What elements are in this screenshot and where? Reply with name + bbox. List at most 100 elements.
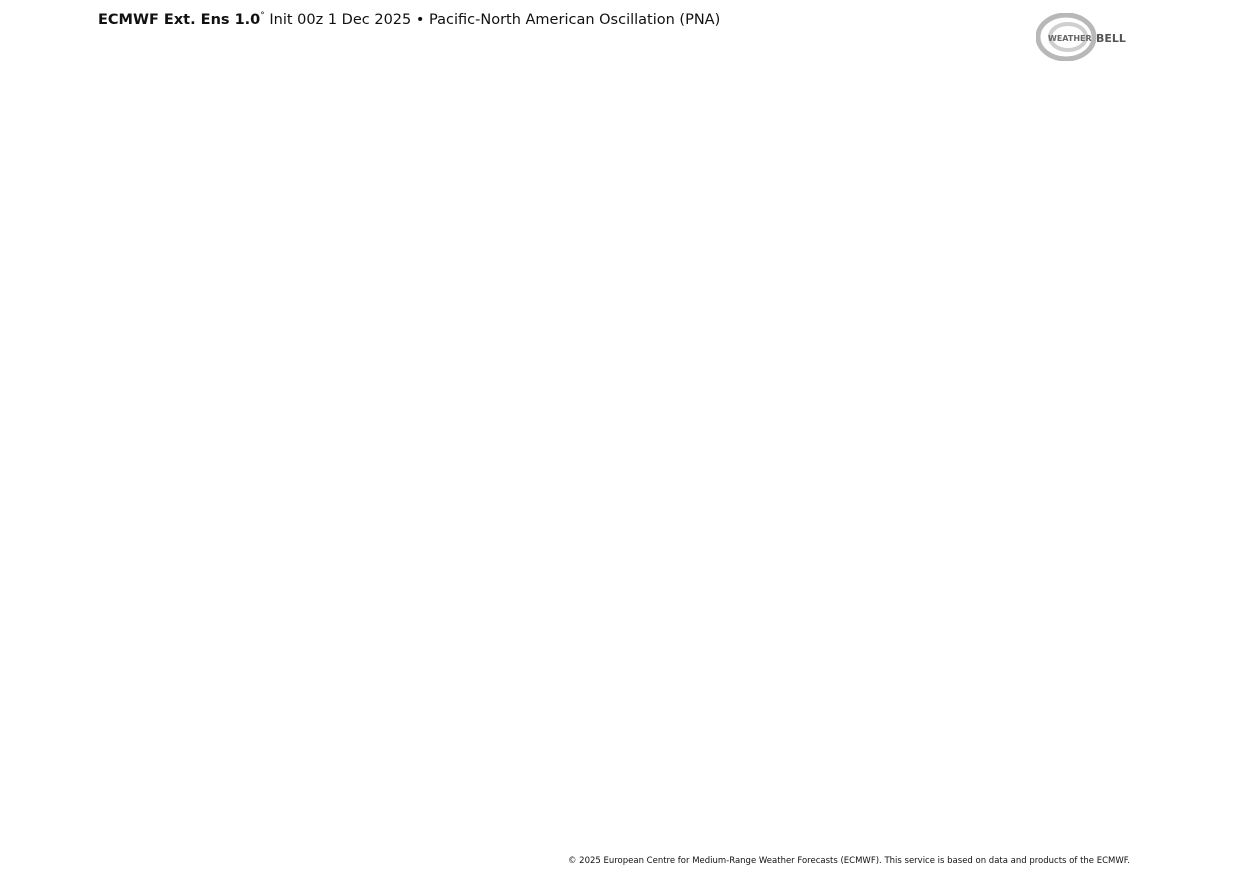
box-plot [526, 223, 535, 687]
mean-point [896, 511, 900, 515]
mean-point [485, 455, 489, 459]
box-iqr [440, 394, 449, 524]
box-iqr [904, 433, 913, 585]
mean-point [561, 474, 565, 478]
mean-point [907, 506, 911, 510]
box-plot [278, 356, 287, 595]
box-plot [245, 462, 254, 628]
box-iqr [224, 506, 233, 535]
control-point [323, 412, 327, 416]
box-iqr [559, 401, 567, 540]
control-point [734, 478, 738, 482]
box-iqr [872, 456, 881, 581]
box-iqr [721, 487, 729, 608]
control-point [939, 327, 943, 331]
control-point [269, 419, 273, 423]
box-iqr [818, 453, 827, 585]
box-plot [353, 324, 362, 662]
control-point [377, 576, 381, 580]
box-iqr [332, 405, 341, 481]
mean-point [626, 498, 630, 502]
control-point [345, 442, 349, 446]
box-iqr [645, 429, 654, 582]
y-tick-label: 5 [106, 118, 117, 138]
box-plot [753, 269, 762, 712]
control-point [410, 583, 414, 587]
box-plot [645, 300, 654, 726]
box-iqr [397, 392, 405, 535]
box-iqr [1055, 430, 1064, 556]
box-iqr [883, 437, 891, 591]
control-point [680, 533, 684, 537]
mean-point [982, 488, 986, 492]
weekday-label: Sat [383, 841, 398, 851]
control-point [399, 597, 403, 601]
box-iqr [947, 427, 956, 570]
x-tick-label: 07-00z [257, 799, 266, 826]
control-point [1079, 404, 1083, 408]
box-plot [332, 318, 341, 581]
control-point [539, 514, 543, 518]
mean-point [1112, 491, 1116, 495]
box-iqr [937, 427, 945, 578]
box-iqr [775, 471, 783, 612]
box-plot [904, 307, 913, 686]
mean-point [658, 519, 662, 523]
box-plot [127, 402, 135, 411]
box-iqr [289, 371, 297, 422]
control-point [853, 454, 857, 458]
svg-text:BELL: BELL [1096, 32, 1126, 45]
mean-point [421, 461, 425, 465]
control-point [928, 330, 932, 334]
mean-point [961, 485, 965, 489]
y-tick-label: -4 [100, 663, 117, 683]
control-point [604, 571, 608, 575]
mean-point [507, 465, 511, 469]
control-point [799, 423, 803, 427]
box-plot [461, 287, 470, 661]
box-plot [969, 292, 978, 682]
box-plot [656, 315, 665, 710]
box-iqr [494, 406, 503, 531]
mean-point [215, 507, 219, 511]
control-point [1025, 370, 1029, 375]
box-plot [256, 424, 265, 627]
box-plot [181, 419, 189, 454]
control-point [215, 507, 219, 511]
control-point [658, 575, 662, 579]
control-point [259, 456, 263, 461]
box-plot [677, 332, 686, 698]
control-point [280, 394, 284, 398]
mean-point [993, 490, 997, 494]
mean-point [1079, 490, 1083, 494]
box-plot [537, 236, 546, 691]
weekday-label: Fri [817, 841, 827, 851]
mean-point [701, 532, 705, 536]
x-tick-label: 25-00z [645, 799, 654, 826]
mean-point [755, 540, 759, 544]
control-point [248, 504, 252, 509]
box-plot [764, 246, 773, 716]
mean-point [226, 517, 230, 521]
control-point [691, 521, 695, 526]
box-iqr [181, 429, 189, 441]
box-iqr [343, 424, 351, 502]
box-iqr [1088, 428, 1097, 574]
control-point [388, 604, 392, 608]
box-iqr [958, 429, 967, 562]
box-iqr [677, 447, 686, 597]
control-point [237, 521, 241, 526]
box-plot [731, 280, 740, 732]
mean-point [334, 443, 338, 447]
plot-area [128, 66, 1131, 793]
control-point [1015, 366, 1019, 370]
box-plot [310, 307, 319, 598]
box-plot [213, 478, 222, 543]
box-plot [1023, 253, 1032, 661]
x-tick-label: 12-00z [1034, 799, 1043, 826]
box-iqr [1109, 415, 1118, 580]
mean-point [1004, 490, 1008, 494]
weekday-label: Mon [727, 841, 745, 851]
weekday-label: Wed [770, 841, 789, 851]
